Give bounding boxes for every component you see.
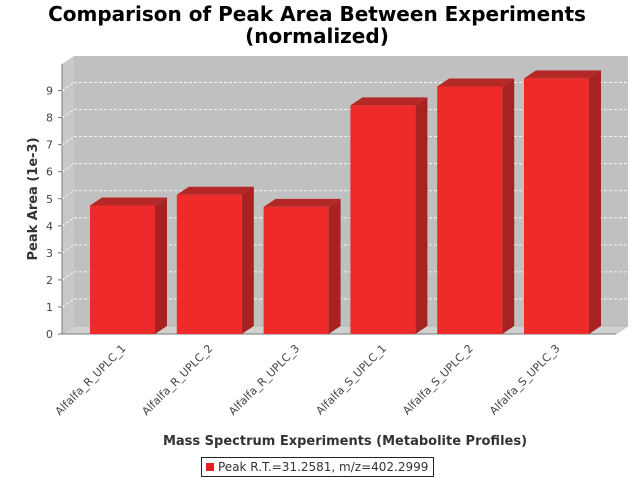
y-tick-label: 9 [46,85,53,98]
y-tick-label: 7 [46,139,53,152]
x-tick-label: Alfalfa_R_UPLC_2 [139,342,215,418]
bar-top [524,70,601,79]
bars [90,70,601,335]
gridline-wall [61,298,75,308]
bar-top [437,78,515,87]
y-tick-label: 5 [46,193,53,206]
x-axis-ticks: Alfalfa_R_UPLC_1 Alfalfa_R_UPLC_2 Alfalfa_… [53,342,563,418]
gridline-wall [61,244,75,254]
bar-front [263,206,329,334]
y-axis-ticks: 0 1 2 3 4 5 6 7 8 9 [46,85,62,341]
bar-front [350,105,416,335]
x-tick-label: Alfalfa_R_UPLC_1 [53,342,129,418]
bar [524,70,601,334]
bar [176,186,254,334]
chart-title-line-1: Comparison of Peak Area Between Experime… [48,2,586,26]
x-axis-label: Mass Spectrum Experiments (Metabolite Pr… [163,434,527,449]
gridline-wall [61,136,75,145]
gridline-wall [61,109,75,118]
bar-top [90,197,167,206]
bar-side [241,186,254,334]
bar [263,198,341,334]
bar-top [263,198,341,207]
gridline-wall [61,190,75,200]
y-tick-label: 4 [46,220,53,233]
legend: Peak R.T.=31.2581, m/z=402.2999 [201,457,435,477]
y-tick-label: 0 [46,328,53,341]
x-tick-label: Alfalfa_S_UPLC_1 [313,342,389,418]
x-tick-label: Alfalfa_S_UPLC_3 [487,342,563,418]
y-tick-label: 2 [46,274,53,287]
x-tick-label: Alfalfa_S_UPLC_2 [400,342,476,418]
bar-top [350,97,428,106]
chart-title-line-2: (normalized) [245,24,389,48]
gridline-wall [61,271,75,281]
bar [90,197,167,334]
y-tick-label: 6 [46,166,53,179]
x-tick-label: Alfalfa_R_UPLC_3 [226,342,302,418]
y-tick-label: 1 [46,301,53,314]
gridline-wall [61,82,75,91]
bar-side [155,197,167,334]
bar-front [437,86,503,335]
bar-side [502,78,515,335]
bar-front [176,194,242,334]
bar-top [176,186,254,195]
gridline-wall [61,217,75,227]
bar-front [90,205,155,334]
gridline-wall [61,163,75,173]
y-axis-label: Peak Area (1e-3) [26,137,41,260]
bar [350,97,428,335]
bar [437,78,515,335]
bar-side [328,198,341,334]
legend-label: Peak R.T.=31.2581, m/z=402.2999 [218,460,429,474]
bar-side [415,97,428,335]
y-tick-label: 3 [46,247,53,260]
bar-front [524,78,589,334]
legend-swatch [206,463,214,471]
bar-side [589,70,601,334]
y-tick-label: 8 [46,112,53,125]
